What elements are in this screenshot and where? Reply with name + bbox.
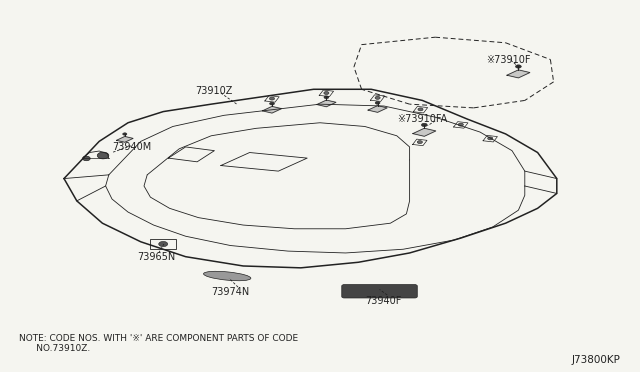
Circle shape xyxy=(324,92,329,94)
Polygon shape xyxy=(262,106,282,113)
Circle shape xyxy=(123,133,127,135)
Text: NOTE: CODE NOS. WITH '※' ARE COMPONENT PARTS OF CODE
      NO.73910Z.: NOTE: CODE NOS. WITH '※' ARE COMPONENT P… xyxy=(19,334,298,353)
Polygon shape xyxy=(116,137,133,142)
Circle shape xyxy=(375,96,380,99)
Circle shape xyxy=(375,102,380,104)
Circle shape xyxy=(488,137,493,140)
Text: 73965N: 73965N xyxy=(138,252,176,262)
Text: ※73910F: ※73910F xyxy=(486,55,531,64)
Circle shape xyxy=(458,123,463,126)
Polygon shape xyxy=(368,106,387,112)
Circle shape xyxy=(422,123,428,126)
Circle shape xyxy=(269,97,275,100)
FancyBboxPatch shape xyxy=(342,285,417,298)
Polygon shape xyxy=(317,100,336,107)
Circle shape xyxy=(417,141,422,144)
Circle shape xyxy=(159,241,168,247)
Text: ※73910FA: ※73910FA xyxy=(397,114,447,124)
Circle shape xyxy=(418,108,423,111)
Circle shape xyxy=(97,152,109,159)
Text: 73910Z: 73910Z xyxy=(195,86,232,96)
Circle shape xyxy=(516,65,522,68)
Polygon shape xyxy=(413,128,436,136)
Polygon shape xyxy=(507,70,530,78)
Text: 73940F: 73940F xyxy=(365,296,401,306)
Circle shape xyxy=(269,102,275,105)
Text: 73940M: 73940M xyxy=(112,142,151,152)
Text: 73974N: 73974N xyxy=(211,287,250,297)
Circle shape xyxy=(83,156,90,161)
Text: J73800KP: J73800KP xyxy=(572,355,621,365)
Ellipse shape xyxy=(204,271,251,281)
Circle shape xyxy=(324,96,329,99)
